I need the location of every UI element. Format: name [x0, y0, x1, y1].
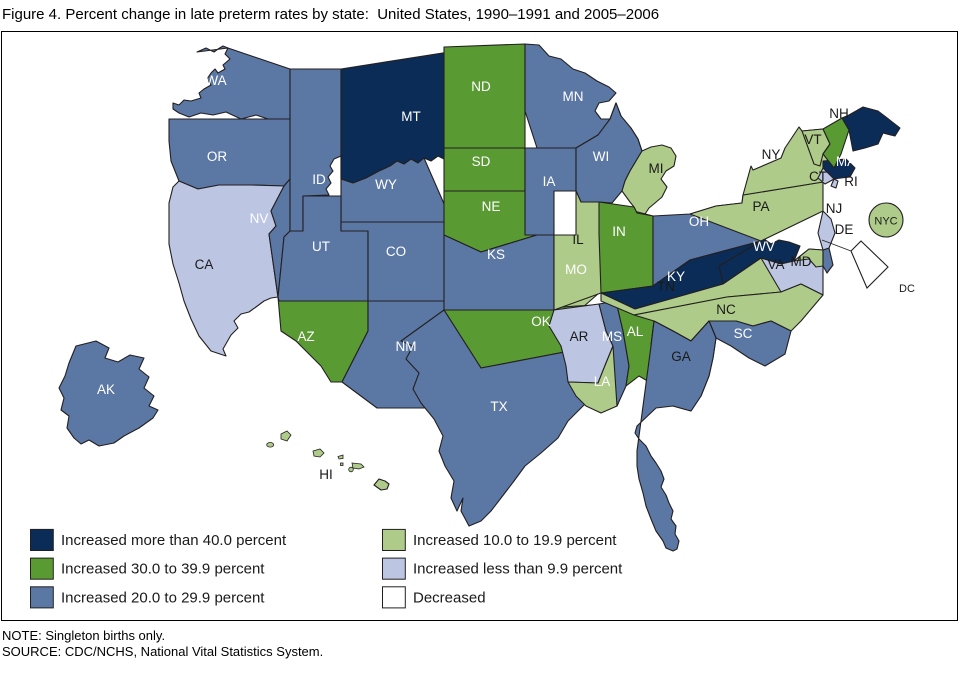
- svg-text:DE: DE: [835, 222, 854, 237]
- svg-text:OH: OH: [689, 214, 709, 229]
- svg-text:WI: WI: [593, 149, 610, 164]
- svg-text:AZ: AZ: [297, 329, 314, 344]
- svg-text:DC: DC: [899, 283, 915, 295]
- svg-text:MD: MD: [791, 254, 812, 269]
- svg-text:MT: MT: [401, 109, 421, 124]
- svg-text:AL: AL: [627, 324, 644, 339]
- svg-text:OR: OR: [207, 149, 228, 164]
- svg-text:Decreased: Decreased: [413, 589, 486, 606]
- svg-text:NY: NY: [762, 147, 781, 162]
- svg-text:VT: VT: [804, 132, 821, 147]
- svg-text:MN: MN: [563, 89, 584, 104]
- svg-text:LA: LA: [594, 374, 611, 389]
- svg-text:NM: NM: [396, 339, 417, 354]
- svg-text:MO: MO: [565, 262, 587, 277]
- svg-text:TN: TN: [657, 279, 675, 294]
- svg-text:IN: IN: [612, 224, 626, 239]
- svg-text:CT: CT: [809, 169, 827, 184]
- svg-text:WV: WV: [753, 239, 775, 254]
- svg-text:OK: OK: [531, 314, 551, 329]
- svg-text:GA: GA: [671, 349, 691, 364]
- svg-text:WY: WY: [375, 177, 397, 192]
- svg-text:WA: WA: [205, 73, 226, 88]
- svg-text:NV: NV: [250, 211, 269, 226]
- svg-text:NE: NE: [482, 199, 501, 214]
- svg-text:Increased more than 40.0 perce: Increased more than 40.0 percent: [61, 532, 287, 549]
- svg-text:KS: KS: [487, 247, 505, 262]
- svg-text:RI: RI: [844, 174, 858, 189]
- svg-text:NH: NH: [829, 106, 849, 121]
- svg-text:IL: IL: [572, 232, 584, 247]
- svg-text:IA: IA: [543, 174, 556, 189]
- svg-text:Increased 20.0 to 29.9 percent: Increased 20.0 to 29.9 percent: [61, 589, 265, 606]
- svg-text:NJ: NJ: [826, 201, 843, 216]
- svg-text:CO: CO: [386, 244, 406, 259]
- svg-text:CA: CA: [195, 257, 214, 272]
- svg-text:ND: ND: [471, 79, 491, 94]
- svg-text:AR: AR: [570, 329, 589, 344]
- svg-text:VA: VA: [767, 257, 784, 272]
- svg-text:ID: ID: [312, 172, 326, 187]
- svg-text:Increased 30.0 to 39.9 percent: Increased 30.0 to 39.9 percent: [61, 561, 265, 578]
- svg-text:UT: UT: [312, 239, 330, 254]
- svg-text:MS: MS: [602, 329, 622, 344]
- svg-text:HI: HI: [319, 467, 333, 482]
- svg-text:NC: NC: [716, 302, 736, 317]
- svg-text:MA: MA: [836, 154, 856, 169]
- svg-text:SC: SC: [734, 326, 753, 341]
- svg-text:TX: TX: [490, 399, 507, 414]
- svg-text:Increased 10.0 to 19.9 percent: Increased 10.0 to 19.9 percent: [413, 532, 617, 549]
- svg-text:FL: FL: [655, 439, 671, 454]
- svg-text:ME: ME: [853, 91, 873, 106]
- svg-text:SD: SD: [472, 154, 491, 169]
- svg-text:MI: MI: [649, 161, 664, 176]
- svg-text:NYC: NYC: [874, 216, 897, 228]
- svg-text:PA: PA: [752, 199, 769, 214]
- svg-text:AK: AK: [97, 382, 115, 397]
- svg-text:Increased less than 9.9 percen: Increased less than 9.9 percent: [413, 561, 623, 578]
